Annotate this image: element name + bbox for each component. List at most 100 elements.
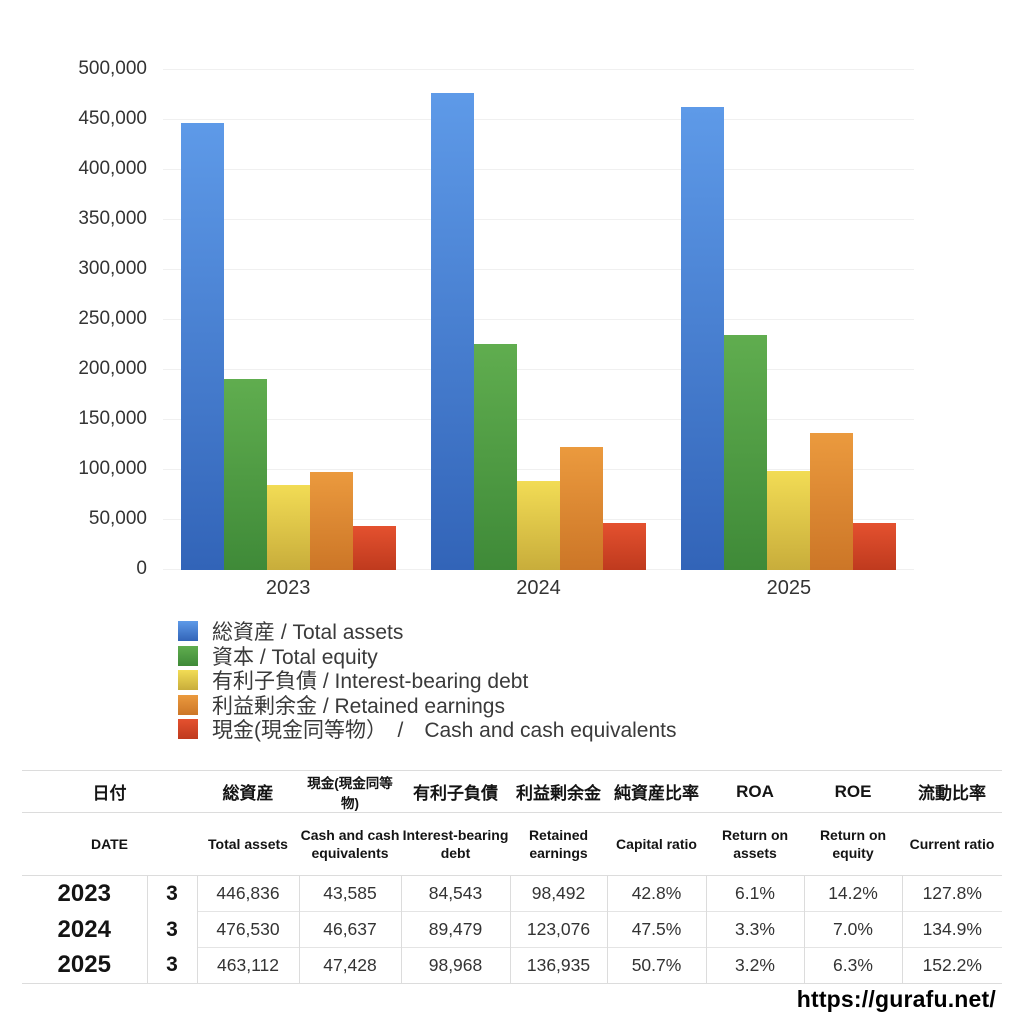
bar-cash-2024 [603,523,646,570]
value-cell-0-5: 6.1% [705,875,804,912]
value-cell-0-1: 43,585 [298,875,401,912]
gridline [163,219,914,220]
table-header-ja-0: 日付 [22,770,197,813]
value-cell-0-7: 127.8% [901,875,1002,912]
value-cell-0-4: 42.8% [606,875,706,912]
gridline [163,169,914,170]
table-header-ja-1: 総資産 [197,770,299,813]
table-header-en-7: Return on equity [804,812,902,876]
value-cell-2-3: 136,935 [509,947,607,984]
y-axis-tick-label: 150,000 [78,408,147,429]
table-header-ja-2: 現金(現金同等物) [299,770,401,813]
legend-swatch-total-assets [178,621,198,642]
value-cell-2-7: 152.2% [901,947,1002,984]
y-axis-tick-label: 50,000 [88,508,147,529]
table-row-2024: 2024 3 476,530 46,637 89,479 123,076 47.5% 3.3%… [22,911,1002,948]
legend-item-retained-earnings: 利益剰余金 / Retained earnings [178,694,677,718]
value-cell-2-4: 50.7% [606,947,706,984]
bar-cash-2023 [352,526,396,570]
legend-item-total-equity: 資本 / Total equity [178,645,677,669]
y-axis-tick-label: 350,000 [78,208,147,229]
value-cell-2-1: 47,428 [298,947,401,984]
value-cell-1-2: 89,479 [400,911,510,948]
bar-chart: 0 50,000 100,000 150,000 200,000 250,000 300,0… [78,58,914,599]
value-cell-2-0: 463,112 [196,947,299,984]
gridline [163,119,914,120]
table-header-en-5: Capital ratio [607,812,706,876]
bar-total-equity-2025 [724,335,768,570]
bar-total-assets-2025 [681,106,725,570]
month-cell: 3 [146,947,197,984]
gridline [163,419,914,420]
bar-total-equity-2024 [474,344,517,570]
y-axis-tick-label: 0 [136,558,147,579]
legend-item-total-assets: 総資産 / Total assets [178,621,677,644]
value-cell-0-0: 446,836 [196,875,299,912]
legend-label: 現金(現金同等物） / Cash and cash equivalents [212,719,677,743]
year-cell: 2023 [57,879,111,907]
value-cell-1-6: 7.0% [803,911,902,948]
year-cell: 2025 [57,951,111,979]
month-cell: 3 [146,911,197,948]
table-row-2025: 2025 3 463,112 47,428 98,968 136,935 50.7% 3.2%… [22,947,1002,984]
y-axis-tick-label: 100,000 [78,458,147,479]
legend-label: 有利子負債 / Interest-bearing debt [212,670,529,694]
value-cell-1-7: 134.9% [901,911,1002,948]
value-cell-1-4: 47.5% [606,911,706,948]
legend-item-interest-bearing-debt: 有利子負債 / Interest-bearing debt [178,670,677,693]
bar-total-assets-2023 [180,123,224,570]
legend-swatch-cash [178,719,198,740]
bar-total-assets-2024 [431,93,474,570]
value-cell-2-5: 3.2% [705,947,804,984]
gridline [163,469,914,470]
gridline [163,319,914,320]
table-header-en-6: Return on assets [706,812,804,876]
y-axis-tick-label: 500,000 [78,58,147,79]
chart-legend: 総資産 / Total assets 資本 / Total equity 有利子負債… [178,621,677,744]
legend-label: 利益剰余金 / Retained earnings [212,694,505,718]
table-body: 2023 3 446,836 43,585 84,543 98,492 42.8% 6.1% 1… [22,875,1002,984]
table-header-en-1: Total assets [197,812,299,876]
year-cell: 2024 [57,915,111,943]
bar-interest-bearing-debt-2024 [517,480,560,570]
bar-retained-earnings-2025 [810,433,854,570]
table-header-en-8: Current ratio [902,812,1002,876]
table-row-2023: 2023 3 446,836 43,585 84,543 98,492 42.8% 6.1% 1… [22,875,1002,912]
gridline [163,69,914,70]
bar-retained-earnings-2023 [309,471,353,570]
value-cell-0-3: 98,492 [509,875,607,912]
y-axis-tick-label: 250,000 [78,308,147,329]
x-axis-label-2025: 2025 [766,577,812,599]
table-header-ja-3: 有利子負債 [401,770,510,813]
table-head: 日付 総資産 現金(現金同等物) 有利子負債 利益剰余金 純資産比率 ROA ROE 流動比率 D… [22,770,1002,876]
value-cell-0-6: 14.2% [803,875,902,912]
legend-item-cash: 現金(現金同等物） / Cash and cash equivalents [178,719,677,742]
table-header-en-0: DATE [22,812,197,876]
y-axis-tick-label: 200,000 [78,358,147,379]
x-axis-label-2023: 2023 [265,577,311,599]
table-header-row-ja: 日付 総資産 現金(現金同等物) 有利子負債 利益剰余金 純資産比率 ROA ROE 流動比率 [22,770,1002,813]
table-header-row-en: DATE Total assets Cash and cash equivalent… [22,812,1002,876]
table-header-ja-6: ROA [706,770,804,813]
bar-cash-2025 [853,522,897,570]
value-cell-1-1: 46,637 [298,911,401,948]
legend-swatch-retained-earnings [178,694,198,715]
value-cell-1-5: 3.3% [705,911,804,948]
table-header-ja-4: 利益剰余金 [510,770,607,813]
financial-table-wrap: 日付 総資産 現金(現金同等物) 有利子負債 利益剰余金 純資産比率 ROA ROE 流動比率 D… [22,770,1002,984]
bar-interest-bearing-debt-2025 [767,471,811,570]
site-url: https://gurafu.net/ [796,986,996,1012]
month-cell: 3 [146,875,197,912]
table-header-en-3: Interest-bearing debt [401,812,510,876]
value-cell-0-2: 84,543 [400,875,510,912]
gridline [163,369,914,370]
bar-total-equity-2023 [223,379,267,570]
table-header-ja-7: ROE [804,770,902,813]
bar-retained-earnings-2024 [560,446,603,570]
x-axis-label-2024: 2024 [516,577,561,599]
y-axis-tick-label: 300,000 [78,258,147,279]
legend-label: 総資産 / Total assets [212,621,404,645]
value-cell-2-2: 98,968 [400,947,510,984]
y-axis-tick-label: 450,000 [78,108,147,129]
legend-swatch-interest-bearing-debt [178,670,198,691]
